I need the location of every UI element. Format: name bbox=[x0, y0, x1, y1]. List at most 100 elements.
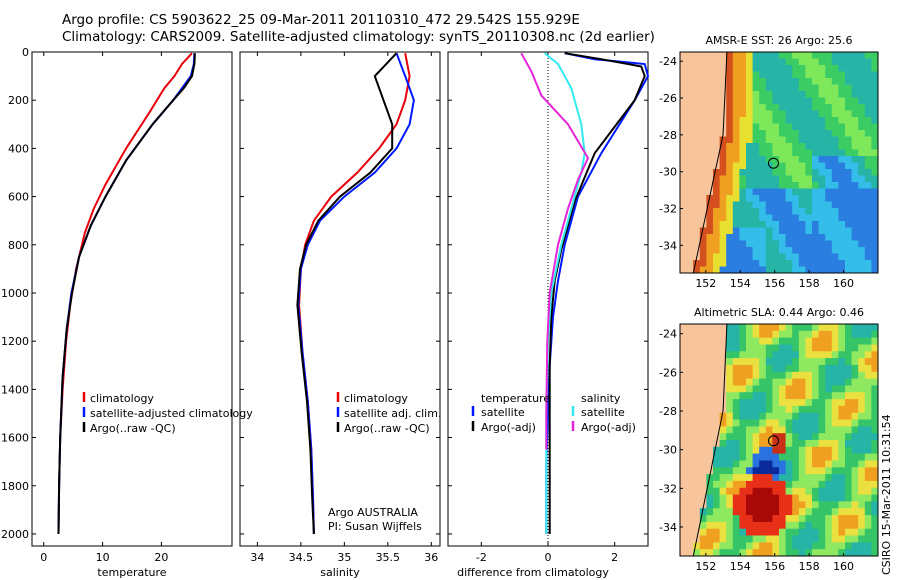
map-cell bbox=[805, 52, 813, 59]
map-cell bbox=[798, 104, 806, 111]
map-cell bbox=[759, 208, 767, 215]
map-cell bbox=[726, 351, 734, 359]
map-cell bbox=[812, 97, 820, 105]
map-cell bbox=[680, 392, 688, 400]
map-cell bbox=[798, 549, 806, 557]
map-cell bbox=[686, 260, 694, 267]
map-cell bbox=[746, 385, 754, 393]
map-cell bbox=[739, 117, 747, 124]
map-cell bbox=[798, 65, 806, 72]
map-cell bbox=[713, 195, 721, 202]
map-cell bbox=[726, 378, 734, 386]
map-cell bbox=[851, 84, 859, 92]
x-tick-label: 36 bbox=[424, 551, 438, 564]
map-cell bbox=[792, 412, 800, 420]
map-cell bbox=[746, 487, 754, 496]
map-cell bbox=[752, 440, 760, 448]
map-cell bbox=[759, 266, 767, 274]
map-cell bbox=[845, 358, 853, 366]
map-cell bbox=[818, 208, 826, 215]
map-cell bbox=[851, 324, 859, 332]
map-cell bbox=[798, 117, 806, 124]
map-cell bbox=[680, 201, 688, 209]
map-cell bbox=[732, 97, 740, 105]
map-cell bbox=[864, 542, 872, 550]
map-cell bbox=[845, 117, 853, 124]
map-cell bbox=[732, 162, 740, 170]
map-cell bbox=[871, 487, 879, 496]
map-cell bbox=[838, 136, 846, 144]
map-cell bbox=[798, 358, 806, 366]
map-cell bbox=[851, 364, 859, 373]
map-cell bbox=[864, 528, 872, 536]
map-cell bbox=[693, 508, 701, 516]
map-cell bbox=[752, 494, 760, 502]
map-cell bbox=[812, 65, 820, 72]
map-cell bbox=[699, 78, 707, 85]
map-cell bbox=[772, 405, 780, 414]
map-cell bbox=[779, 247, 787, 254]
map-cell bbox=[706, 195, 714, 202]
map-cell bbox=[719, 234, 727, 241]
map-cell bbox=[719, 426, 727, 434]
map-cell bbox=[726, 149, 734, 157]
map-cell bbox=[871, 385, 879, 393]
map-cell bbox=[805, 91, 813, 98]
map-cell bbox=[805, 440, 813, 448]
map-cell bbox=[792, 337, 800, 345]
map-cell bbox=[851, 371, 859, 380]
map-cell bbox=[785, 71, 793, 79]
map-cell bbox=[785, 208, 793, 215]
map-cell bbox=[825, 201, 833, 209]
map-cell bbox=[693, 123, 701, 131]
map-cell bbox=[805, 143, 813, 150]
map-cell bbox=[871, 453, 879, 461]
map-cell bbox=[699, 419, 707, 427]
map-cell bbox=[772, 426, 780, 434]
map-cell bbox=[699, 130, 707, 137]
map-cell bbox=[686, 549, 694, 557]
map-cell bbox=[825, 515, 833, 523]
map-cell bbox=[805, 136, 813, 144]
map-cell bbox=[752, 221, 760, 228]
map-cell bbox=[713, 214, 721, 222]
map-cell bbox=[871, 78, 879, 85]
map-cell bbox=[693, 453, 701, 461]
map-cell bbox=[680, 188, 688, 196]
map-cell bbox=[680, 426, 688, 434]
map-cell bbox=[732, 110, 740, 118]
map-cell bbox=[831, 260, 839, 267]
map-cell bbox=[772, 247, 780, 254]
map-cell bbox=[719, 84, 727, 92]
map-cell bbox=[838, 528, 846, 536]
map-cell bbox=[765, 324, 773, 332]
map-cell bbox=[680, 542, 688, 550]
map-cell bbox=[785, 324, 793, 332]
map-cell bbox=[752, 433, 760, 441]
map-cell bbox=[785, 501, 793, 509]
map-cell bbox=[825, 104, 833, 111]
map-cell bbox=[699, 440, 707, 448]
map-cell bbox=[805, 358, 813, 366]
map-cell bbox=[739, 358, 747, 366]
map-cell bbox=[693, 136, 701, 144]
map-cell bbox=[739, 378, 747, 386]
map-cell bbox=[805, 110, 813, 118]
map-cell bbox=[864, 201, 872, 209]
map-cell bbox=[845, 266, 853, 274]
map-cell bbox=[719, 542, 727, 550]
map-cell bbox=[752, 324, 760, 332]
map-cell bbox=[785, 487, 793, 496]
map-cell bbox=[765, 169, 773, 176]
map-cell bbox=[871, 260, 879, 267]
map-cell bbox=[732, 143, 740, 150]
map-cell bbox=[752, 149, 760, 157]
map-cell bbox=[825, 549, 833, 557]
map-cell bbox=[765, 195, 773, 202]
map-cell bbox=[864, 182, 872, 189]
map-cell bbox=[838, 453, 846, 461]
map-cell bbox=[699, 460, 707, 468]
map-cell bbox=[812, 474, 820, 482]
map-cell bbox=[726, 364, 734, 373]
